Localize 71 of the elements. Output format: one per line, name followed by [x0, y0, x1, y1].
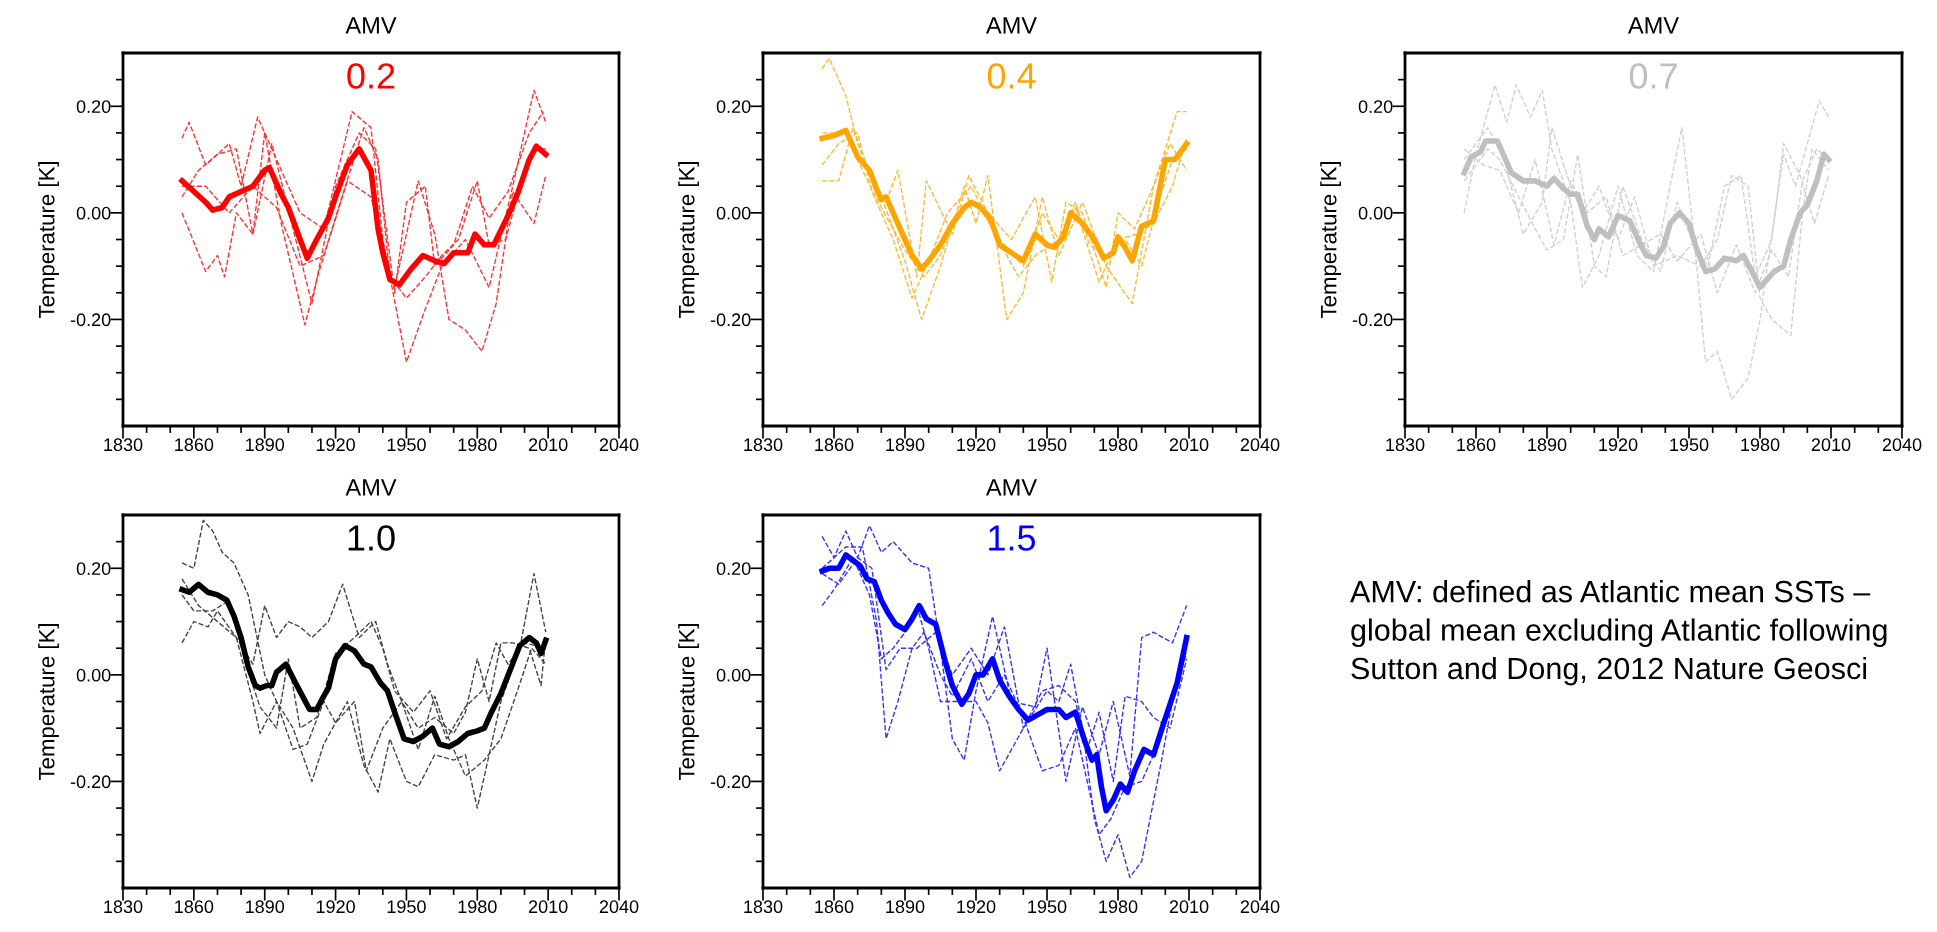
x-tick-label: 2010: [1169, 900, 1209, 914]
y-tick-label: -0.20: [710, 313, 751, 327]
x-tick-label: 1980: [458, 438, 497, 452]
annotation: 1.5: [989, 525, 1036, 551]
y-tick-label: 0.00: [76, 668, 111, 682]
chart-title: AMV: [985, 17, 1037, 34]
y-axis-title: Temperature [K]: [1320, 162, 1341, 319]
x-tick-label: 1920: [957, 900, 996, 914]
x-tick-label: 1920: [1599, 438, 1638, 452]
y-tick-label: -0.20: [70, 775, 111, 789]
y-tick-label: 0.20: [716, 100, 751, 114]
x-tick-label: 1860: [815, 438, 854, 452]
annotation: 0.7: [1629, 63, 1677, 89]
x-tick-label: 1860: [175, 438, 214, 452]
x-tick-label: 1950: [387, 900, 426, 914]
x-tick-label: 1860: [815, 900, 854, 914]
y-tick-label: 0.20: [76, 562, 111, 576]
annotation: 0.4: [987, 63, 1036, 89]
x-tick-label: 2010: [528, 438, 568, 452]
x-tick-label: 1830: [744, 438, 783, 452]
x-tick-label: 2040: [599, 900, 639, 914]
annotation: 0.2: [347, 63, 395, 89]
x-tick-label: 2040: [1240, 900, 1280, 914]
x-tick-label: 2010: [528, 900, 568, 914]
x-tick-label: 1980: [1099, 438, 1138, 452]
x-tick-label: 1920: [957, 438, 996, 452]
y-axis-title: Temperature [K]: [38, 162, 59, 319]
y-axis-title: Temperature [K]: [678, 162, 699, 319]
y-tick-label: 0.20: [1358, 100, 1393, 114]
y-tick-label: -0.20: [710, 775, 751, 789]
chart-title: AMV: [345, 17, 397, 34]
x-tick-label: 1890: [246, 438, 285, 452]
x-tick-label: 1950: [1670, 438, 1709, 452]
y-tick-label: -0.20: [1352, 313, 1393, 327]
x-tick-label: 1890: [886, 438, 925, 452]
y-tick-label: 0.00: [716, 668, 751, 682]
chart-title: AMV: [345, 479, 397, 496]
x-tick-label: 1920: [316, 900, 355, 914]
y-tick-label: 0.00: [76, 206, 111, 220]
x-tick-label: 1950: [387, 438, 426, 452]
x-tick-label: 1830: [104, 900, 143, 914]
x-tick-label: 1890: [1528, 438, 1567, 452]
x-tick-label: 1980: [1741, 438, 1780, 452]
annotation: 1.0: [348, 525, 395, 551]
x-tick-label: 1920: [316, 438, 355, 452]
y-tick-label: 0.20: [76, 100, 111, 114]
x-tick-label: 2010: [1169, 438, 1209, 452]
y-tick-label: 0.00: [1358, 206, 1393, 220]
y-tick-label: -0.20: [70, 313, 111, 327]
y-tick-label: 0.00: [716, 206, 751, 220]
chart-title: AMV: [985, 479, 1037, 496]
x-tick-label: 1830: [104, 438, 143, 452]
text: AMV: defined as Atlantic mean SSTs – global mean excluding Atlantic following Sutton and Dong, 2012 Nature Geosci: [1350, 580, 1887, 686]
x-tick-label: 1980: [1099, 900, 1138, 914]
x-tick-label: 1860: [175, 900, 214, 914]
x-tick-label: 1950: [1028, 438, 1067, 452]
chart-title: AMV: [1627, 17, 1679, 34]
x-tick-label: 1860: [1457, 438, 1496, 452]
x-tick-label: 1890: [886, 900, 925, 914]
x-tick-label: 2040: [1882, 438, 1922, 452]
x-tick-label: 1890: [246, 900, 285, 914]
x-tick-label: 1830: [1386, 438, 1425, 452]
y-tick-label: 0.20: [716, 562, 751, 576]
x-tick-label: 2010: [1811, 438, 1851, 452]
x-tick-label: 1980: [458, 900, 497, 914]
x-tick-label: 1830: [744, 900, 783, 914]
x-tick-label: 2040: [599, 438, 639, 452]
y-axis-title: Temperature [K]: [678, 624, 699, 781]
x-tick-label: 1950: [1028, 900, 1067, 914]
x-tick-label: 2040: [1240, 438, 1280, 452]
y-axis-title: Temperature [K]: [38, 624, 59, 781]
